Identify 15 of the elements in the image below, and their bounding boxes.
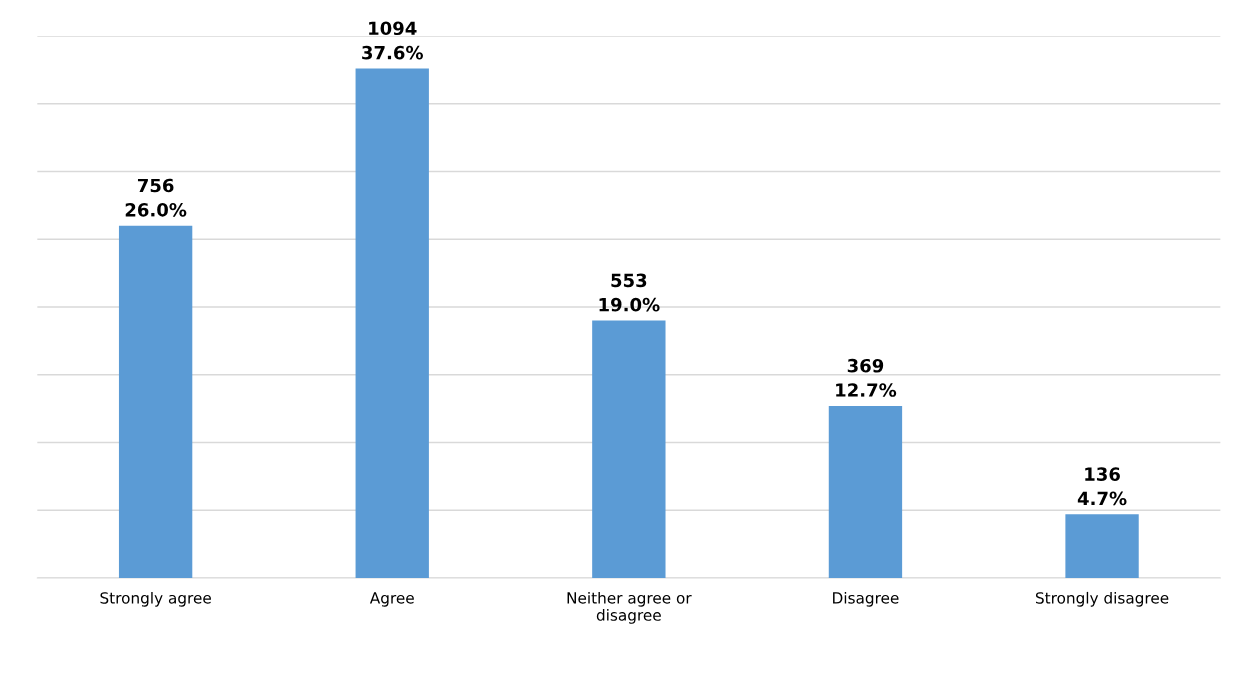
data-label: 1094 37.6%: [362, 21, 423, 60]
data-label: 756 26.0%: [125, 178, 187, 217]
bar: [1065, 514, 1139, 578]
bar: [828, 405, 903, 578]
x-tick-label: Strongly agree: [100, 591, 211, 607]
data-label: 553 19.0%: [599, 273, 660, 312]
bar: [118, 225, 193, 578]
bar: [355, 68, 429, 578]
x-tick-label: Neither agree or disagree: [567, 591, 692, 624]
x-tick-label: Disagree: [833, 591, 899, 607]
data-label: 369 12.7%: [836, 358, 897, 397]
bar: [592, 320, 666, 578]
data-label: 136 4.7%: [1077, 467, 1127, 506]
x-tick-label: Agree: [369, 592, 414, 607]
x-tick-label: Strongly disagree: [1035, 591, 1169, 607]
